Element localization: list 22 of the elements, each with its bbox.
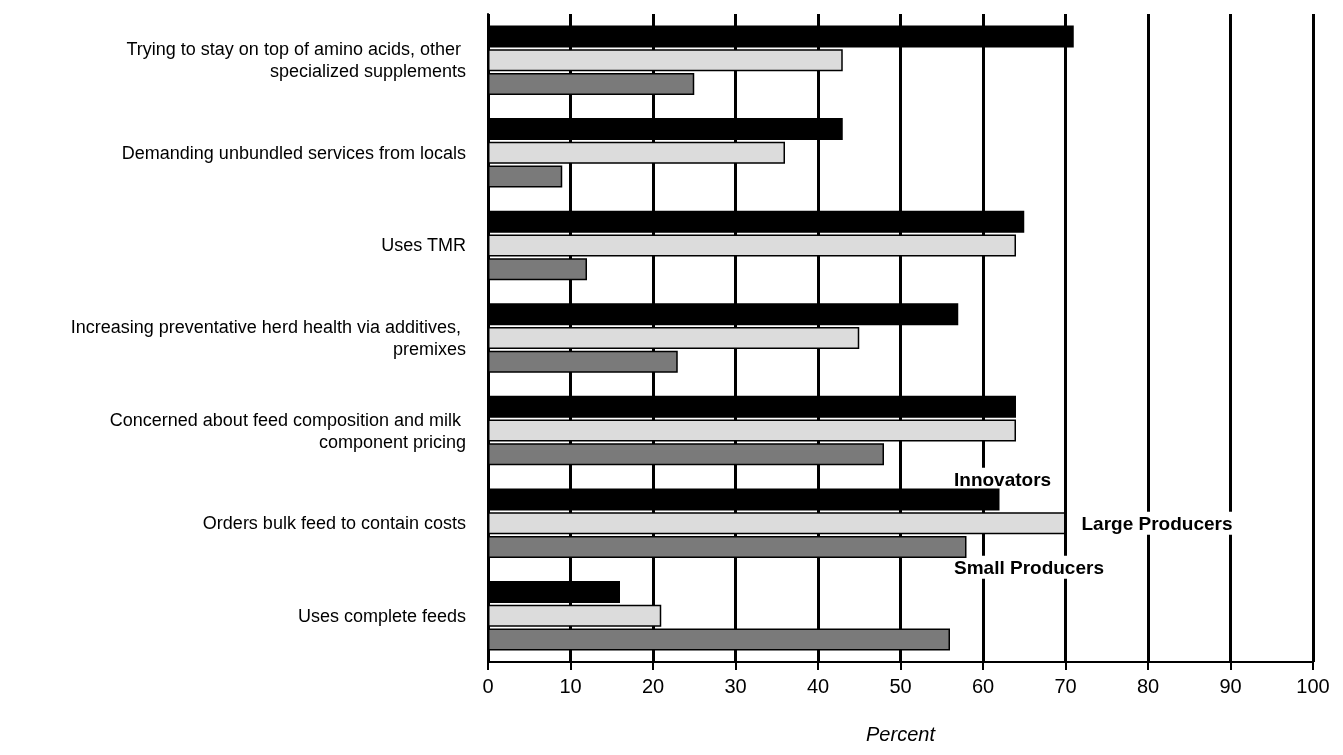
- y-tick-label: Concerned about feed composition and milk component pricing: [109, 409, 466, 452]
- series-label: Small Producers: [954, 556, 1104, 578]
- y-tick-label: Demanding unbundled services from locals: [121, 142, 466, 163]
- x-tick-label: 0: [482, 675, 494, 697]
- series-label: Large Producers: [1081, 512, 1233, 534]
- y-tick-label: Trying to stay on top of amino acids, other specialized supplements: [126, 39, 466, 82]
- y-tick-label: Increasing preventative herd health via additives, premixes: [70, 317, 466, 359]
- x-tick-label: 30: [724, 675, 747, 697]
- x-tick-label: 50: [889, 675, 912, 697]
- series-label: Innovators: [954, 468, 1052, 490]
- x-tick-label: 40: [806, 675, 830, 697]
- y-tick-label: Orders bulk feed to contain costs: [202, 513, 466, 534]
- x-tick-label: 90: [1219, 675, 1242, 697]
- x-tick-label: 80: [1136, 675, 1160, 697]
- y-tick-label: Uses TMR: [381, 235, 466, 256]
- x-axis-title: Percent: [866, 723, 937, 745]
- x-tick-label: 60: [971, 675, 995, 697]
- x-tick-label: 10: [559, 675, 582, 697]
- x-tick-label: 100: [1296, 675, 1330, 697]
- x-tick-label: 70: [1054, 675, 1077, 697]
- y-tick-label: Uses complete feeds: [297, 605, 466, 626]
- x-tick-label: 20: [641, 675, 665, 697]
